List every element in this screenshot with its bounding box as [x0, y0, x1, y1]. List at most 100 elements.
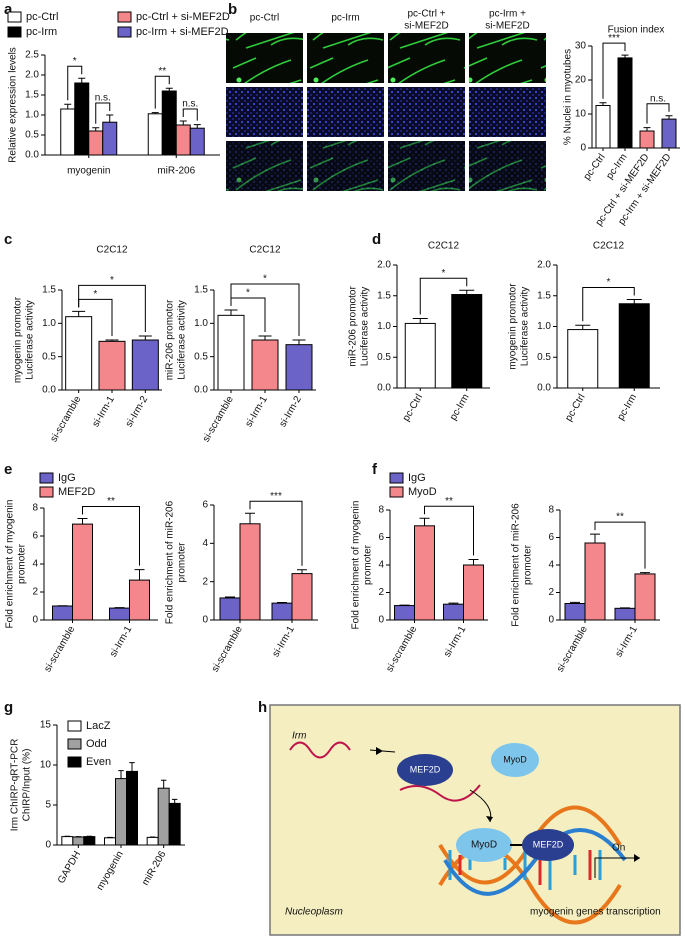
significance-label: n.s. — [650, 93, 666, 104]
bar — [595, 105, 611, 149]
image — [388, 141, 465, 191]
error-bar — [193, 124, 201, 129]
bar — [98, 340, 126, 391]
legend-label: MyoD — [408, 486, 437, 498]
error-bar — [179, 120, 187, 125]
bar — [126, 770, 138, 846]
image — [469, 141, 546, 191]
image — [226, 33, 303, 83]
error-bar — [643, 127, 651, 131]
y-axis-label: Fold enrichment of myogenin — [351, 501, 362, 630]
y-tick-label: 0.0 — [377, 383, 391, 394]
x-tick-label: si-scramble — [555, 624, 590, 674]
significance-bracket — [424, 505, 474, 556]
column-header: pc-Ctrl + — [407, 9, 445, 20]
x-tick-label: myogenin — [95, 849, 126, 892]
bar — [661, 118, 677, 149]
bar — [61, 836, 74, 846]
diagram: Irm MEF2D MyoD MyoD MEF2D On Nucleoplasm… — [269, 704, 681, 936]
y-tick-label: 10 — [575, 109, 587, 120]
chart-title: C2C12 — [428, 241, 460, 252]
image — [226, 141, 303, 191]
y-tick-label: 0.5 — [25, 130, 39, 141]
bar — [251, 339, 279, 391]
diagram-label: myogenin genes transcription — [530, 907, 661, 918]
x-tick-label: si-Irm-2 — [124, 394, 151, 429]
error-bar — [171, 798, 178, 804]
error-bar — [106, 114, 114, 123]
bar — [52, 605, 73, 621]
x-tick-label: si-scramble — [210, 624, 245, 674]
significance-bracket — [67, 65, 83, 101]
y-tick-label: 2 — [378, 587, 384, 598]
error-bar — [419, 517, 430, 526]
panel-label: h — [258, 699, 267, 716]
y-tick-label: 4 — [32, 559, 38, 570]
y-axis-label: Luciferase activity — [177, 300, 188, 379]
bar — [72, 836, 85, 846]
bar — [394, 605, 415, 621]
panel-label: b — [228, 1, 237, 18]
error-bar — [292, 339, 306, 345]
x-tick-label: si-Irm-2 — [277, 394, 304, 429]
x-tick-label: pc-Irm — [448, 392, 472, 422]
error-bar — [258, 335, 272, 340]
legend-swatch — [67, 720, 82, 732]
significance-label: * — [607, 277, 611, 288]
significance-label: *** — [270, 491, 282, 502]
y-tick-label: 2.0 — [537, 260, 551, 271]
y-axis-label: promoter — [17, 543, 28, 584]
significance-label: * — [93, 289, 97, 300]
x-tick-label: pc-Ctrl — [563, 392, 587, 423]
significance-label: n.s. — [95, 93, 111, 104]
significance-bracket — [646, 103, 670, 124]
y-tick-label: 0.5 — [377, 352, 391, 363]
bar — [168, 802, 181, 846]
y-tick-label: 20 — [575, 75, 587, 86]
legend-swatch — [39, 486, 54, 498]
significance-bracket — [95, 102, 111, 124]
bar — [131, 339, 159, 391]
bar — [146, 836, 159, 846]
panel-label: g — [4, 699, 13, 716]
legend-label: IgG — [58, 472, 76, 484]
error-bar — [297, 569, 307, 574]
diagram-label: MyoD — [503, 754, 527, 764]
significance-bracket — [594, 521, 646, 569]
y-tick-label: 1.0 — [537, 321, 551, 332]
y-tick-label: 4 — [378, 560, 384, 571]
bar — [451, 294, 483, 389]
legend-swatch — [67, 756, 82, 768]
y-axis-label: % Nuclei in myotubes — [563, 49, 574, 145]
diagram-label: On — [612, 843, 625, 854]
diagram-label: MEF2D — [533, 839, 564, 849]
legend-swatch — [7, 26, 22, 38]
y-tick-label: 1.5 — [537, 290, 551, 301]
significance-label: * — [110, 275, 114, 286]
legend-swatch — [39, 472, 54, 484]
legend-label: pc-Ctrl + si-MEF2D — [136, 11, 230, 23]
error-bar — [118, 770, 124, 779]
column-header: pc-Irm — [331, 13, 359, 24]
x-tick-label: GAPDH — [56, 849, 83, 885]
error-bar — [590, 533, 600, 543]
legend-label: pc-Irm + si-MEF2D — [136, 26, 229, 38]
panel-label: d — [372, 231, 381, 248]
error-bar — [277, 602, 287, 604]
y-tick-label: 5 — [45, 800, 51, 811]
error-bar — [570, 601, 580, 604]
y-axis-label: myogenin promotor — [508, 283, 519, 370]
y-tick-label: 15 — [40, 720, 52, 731]
bar — [617, 57, 633, 149]
y-tick-label: 4 — [202, 538, 208, 549]
x-tick-label: pc-Irm — [615, 392, 639, 422]
y-axis-label: miR-206 promotor — [348, 286, 359, 367]
bar — [639, 130, 655, 149]
y-tick-label: 2.0 — [377, 260, 391, 271]
significance-bracket — [82, 506, 140, 566]
y-axis-label: Luciferase activity — [360, 287, 371, 366]
image — [388, 33, 465, 83]
bar — [74, 82, 90, 156]
chart-title: C2C12 — [249, 245, 281, 256]
bar — [65, 316, 93, 391]
